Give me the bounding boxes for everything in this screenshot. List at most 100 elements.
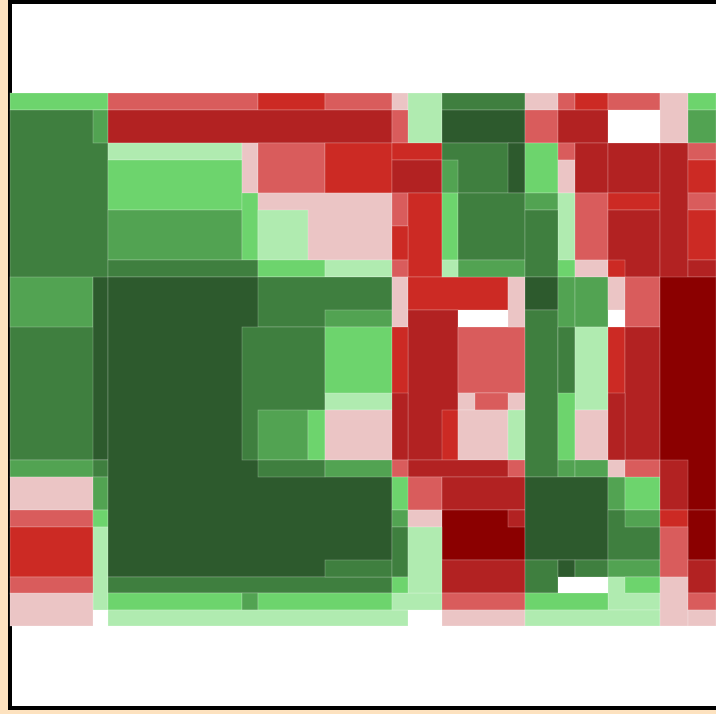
heatmap-cell: [107, 592, 243, 611]
heatmap-cell: [441, 159, 459, 194]
heatmap-cell: [9, 476, 94, 511]
heatmap-cell: [92, 459, 109, 478]
heatmap-cell: [659, 526, 689, 578]
heatmap-cell: [659, 459, 689, 511]
heatmap-cell: [9, 92, 109, 111]
heatmap-cell: [407, 459, 526, 478]
heatmap-cell: [257, 459, 326, 478]
heatmap-cell: [441, 192, 459, 261]
heatmap-cell: [257, 592, 393, 611]
heatmap-cell: [607, 276, 626, 311]
heatmap-cell: [557, 159, 576, 194]
heatmap-cell: [574, 409, 609, 461]
heatmap-cell: [441, 409, 459, 461]
heatmap-cell: [407, 276, 509, 311]
heatmap-cell: [624, 576, 661, 594]
heatmap-cell: [687, 259, 716, 278]
heatmap-cell: [607, 142, 661, 194]
heatmap-cell: [107, 259, 259, 278]
heatmap-cell: [407, 92, 443, 144]
heatmap-cell: [524, 559, 559, 594]
heatmap-cell: [391, 109, 409, 144]
heatmap-cell: [257, 92, 326, 111]
heatmap-cell: [324, 559, 393, 578]
heatmap-cell: [441, 259, 459, 278]
heatmap-cell: [659, 92, 689, 144]
heatmap-cell: [524, 209, 559, 278]
heatmap-cell: [659, 142, 689, 279]
heatmap-cell: [687, 192, 716, 211]
heatmap-cell: [441, 109, 526, 144]
heatmap-cell: [407, 476, 443, 511]
heatmap-cell: [92, 509, 109, 528]
heatmap-cell: [391, 392, 409, 461]
heatmap-cell: [391, 92, 409, 111]
heatmap-cell: [659, 509, 689, 528]
heatmap-cell: [407, 509, 443, 528]
heatmap-cell: [92, 276, 109, 461]
heatmap-cell: [257, 209, 309, 261]
heatmap-cell: [524, 276, 559, 311]
heatmap-cell: [391, 576, 409, 594]
heatmap-cell: [391, 276, 409, 328]
heatmap-cell: [9, 576, 94, 595]
heatmap: [9, 92, 716, 627]
heatmap-cell: [624, 326, 661, 461]
heatmap-cell: [107, 209, 243, 261]
heatmap-cell: [257, 409, 309, 461]
heatmap-cell: [687, 609, 716, 627]
heatmap-cell: [607, 192, 661, 211]
heatmap-cell: [607, 92, 661, 111]
heatmap-cell: [507, 142, 526, 194]
heatmap-cell: [107, 576, 393, 594]
heatmap-cell: [624, 459, 661, 478]
heatmap-cell: [687, 109, 716, 144]
heatmap-cell: [524, 92, 559, 111]
heatmap-cell: [624, 476, 661, 511]
heatmap-cell: [557, 142, 576, 161]
heatmap-cell: [524, 109, 559, 144]
heatmap-cell: [257, 259, 326, 278]
heatmap-cell: [324, 142, 393, 194]
heatmap-cell: [107, 142, 243, 161]
heatmap-cell: [659, 576, 689, 627]
heatmap-cell: [687, 92, 716, 111]
heatmap-cell: [524, 142, 559, 194]
heatmap-cell: [687, 592, 716, 611]
heatmap-cell: [92, 526, 109, 611]
heatmap-cell: [407, 192, 443, 278]
heatmap-cell: [391, 526, 409, 578]
heatmap-cell: [324, 92, 393, 111]
heatmap-cell: [574, 142, 609, 194]
heatmap-cell: [9, 592, 94, 627]
heatmap-cell: [524, 609, 661, 627]
heatmap-cell: [574, 192, 609, 261]
heatmap-cell: [107, 159, 243, 211]
heatmap-cell: [107, 109, 393, 144]
heatmap-cell: [557, 92, 576, 111]
heatmap-cell: [9, 509, 94, 528]
heatmap-cell: [557, 392, 576, 461]
heatmap-cell: [557, 559, 576, 578]
heatmap-cell: [557, 259, 576, 278]
heatmap-cell: [257, 142, 326, 194]
heatmap-cell: [574, 259, 609, 278]
heatmap-cell: [687, 159, 716, 194]
heatmap-cell: [324, 259, 393, 278]
heatmap-cell: [574, 459, 609, 478]
heatmap-cell: [407, 526, 443, 594]
heatmap-cell: [557, 109, 609, 144]
heatmap-cell: [607, 392, 626, 461]
heatmap-cell: [391, 259, 409, 278]
heatmap-cell: [324, 326, 393, 395]
heatmap-cell: [9, 276, 94, 328]
heatmap-cell: [441, 592, 526, 611]
heatmap-cell: [92, 476, 109, 511]
heatmap-cell: [241, 192, 259, 261]
heatmap-cell: [507, 459, 526, 478]
heatmap-cell: [607, 459, 626, 478]
heatmap-cell: [324, 409, 393, 461]
heatmap-cell: [241, 142, 259, 194]
